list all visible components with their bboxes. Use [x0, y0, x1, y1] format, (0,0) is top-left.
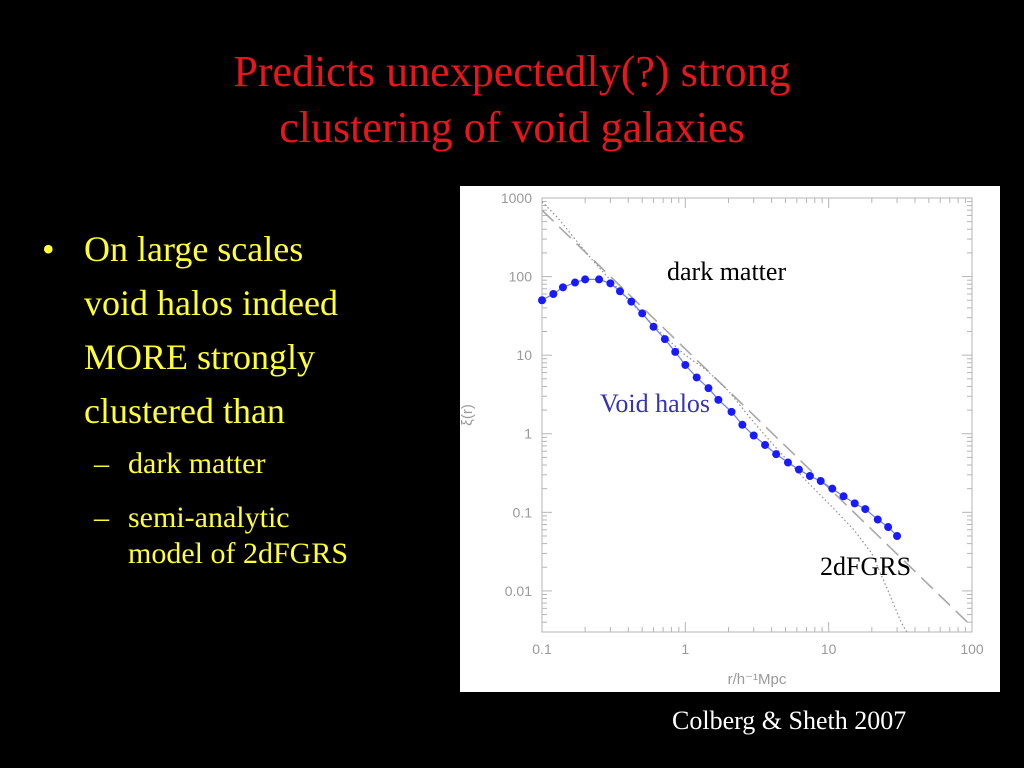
- annotation-dark-matter: dark matter: [667, 257, 786, 286]
- void-halo-point: [627, 297, 636, 306]
- sub-bullet-dash: –: [94, 501, 109, 534]
- y-tick-label: 1: [524, 426, 532, 442]
- void-halo-point: [638, 309, 647, 318]
- void-halo-point: [772, 450, 781, 459]
- plot-frame: [541, 197, 973, 633]
- void-halo-point: [581, 275, 590, 284]
- bullet-main-line-2: void halos indeed: [84, 283, 338, 323]
- y-tick-label: 0.01: [505, 583, 532, 599]
- y-tick-label: 100: [509, 269, 533, 285]
- void-halo-point: [805, 471, 814, 480]
- bullet-main: • On large scales void halos indeed MORE…: [40, 222, 440, 438]
- sub-bullet-semi-analytic: – semi-analytic model of 2dFGRS: [40, 500, 440, 572]
- bullet-dot: •: [42, 229, 55, 269]
- x-tick-label: 100: [960, 641, 984, 657]
- void-halo-point: [749, 431, 758, 440]
- void-halo-point: [606, 279, 615, 288]
- x-tick-label: 1: [681, 641, 689, 657]
- slide-title: Predicts unexpectedly(?) strong clusteri…: [0, 44, 1024, 156]
- void-halo-point: [649, 322, 658, 331]
- bullet-list: • On large scales void halos indeed MORE…: [40, 222, 440, 572]
- sub-bullet-dark-matter: – dark matter: [40, 446, 440, 482]
- void-halo-point: [873, 515, 882, 524]
- bullet-main-line-1: On large scales: [84, 229, 304, 269]
- void-halo-point: [850, 499, 859, 508]
- sub-bullet-1-text: dark matter: [128, 447, 266, 480]
- void-halo-point: [783, 458, 792, 467]
- void-halo-point: [558, 283, 567, 292]
- sub-bullet-dash: –: [94, 447, 109, 480]
- void-halo-point: [761, 440, 770, 449]
- void-halo-point: [727, 407, 736, 416]
- void-halo-point: [794, 465, 803, 474]
- void-halo-point: [681, 360, 690, 369]
- x-tick-label: 10: [821, 641, 837, 657]
- x-tick-label: 0.1: [532, 641, 552, 657]
- series-power-law-dashed: [542, 209, 972, 628]
- sub-bullet-2-line-1: semi-analytic: [128, 501, 290, 534]
- title-line-1: Predicts unexpectedly(?) strong: [233, 47, 791, 96]
- sub-bullet-2-line-2: model of 2dFGRS: [128, 537, 349, 570]
- y-tick-label: 0.1: [513, 504, 533, 520]
- void-halo-point: [538, 296, 546, 305]
- void-halo-point: [828, 484, 837, 493]
- chart-svg: 0.1 1 10 100 1000 100 10 1 0.1 0.01 r/h⁻¹Mpc ξ(r) da…: [460, 190, 984, 688]
- void-halo-point: [571, 278, 580, 287]
- void-halo-point: [839, 492, 848, 501]
- bullet-main-line-3: MORE strongly: [84, 337, 316, 377]
- correlation-plot: 0.1 1 10 100 1000 100 10 1 0.1 0.01 r/h⁻¹Mpc ξ(r) da…: [460, 186, 1000, 692]
- bullet-main-line-4: clustered than: [84, 391, 285, 431]
- y-axis-label: ξ(r): [460, 404, 476, 426]
- void-halo-point: [738, 420, 747, 429]
- void-halo-point: [660, 335, 669, 344]
- annotation-void-halos: Void halos: [600, 389, 710, 418]
- void-halo-point: [692, 373, 701, 382]
- y-tick-label: 10: [516, 347, 532, 363]
- citation: Colberg & Sheth 2007: [672, 706, 907, 735]
- x-axis-label: r/h⁻¹Mpc: [728, 671, 787, 688]
- y-tick-label: 1000: [501, 190, 532, 206]
- void-halo-point: [671, 347, 680, 356]
- void-halo-point: [884, 523, 893, 532]
- void-halo-point: [615, 287, 624, 296]
- void-halo-point: [549, 290, 558, 299]
- void-halo-point: [714, 395, 723, 404]
- annotation-2dfgrs: 2dFGRS: [820, 552, 911, 581]
- title-line-2: clustering of void galaxies: [279, 103, 745, 152]
- void-halo-point: [704, 384, 713, 393]
- void-halo-point: [595, 275, 604, 284]
- void-halo-point: [861, 505, 870, 514]
- void-halo-point: [816, 477, 825, 486]
- void-halo-point: [893, 531, 902, 540]
- series-dark-matter-dotted: [542, 201, 908, 632]
